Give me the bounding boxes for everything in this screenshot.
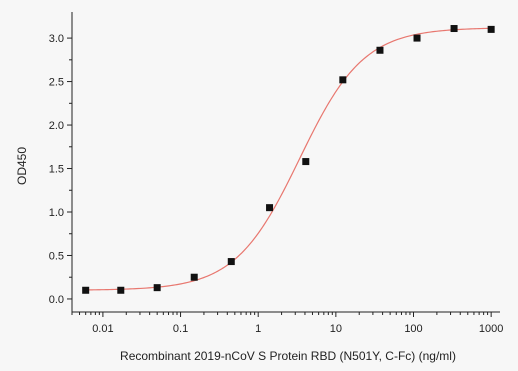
x-tick-label: 0.1: [173, 323, 188, 335]
x-axis-title: Recombinant 2019-nCoV S Protein RBD (N50…: [120, 349, 456, 363]
data-point: [487, 25, 495, 33]
y-tick-label: 2.5: [49, 77, 64, 89]
data-point: [450, 25, 458, 33]
x-tick-label: 100: [404, 323, 422, 335]
data-points: [82, 25, 495, 294]
fit-curve: [85, 27, 492, 291]
y-axis-ticks: 0.0 0.5 1.0 1.5 2.0 2.5 3.0: [49, 33, 72, 306]
data-point: [376, 46, 384, 54]
y-tick-label: 0.0: [49, 294, 64, 306]
y-tick-label: 2.0: [49, 120, 64, 132]
data-point: [82, 286, 90, 294]
plot-frame: [71, 12, 500, 313]
data-point: [266, 204, 274, 212]
x-tick-label: 1: [255, 323, 261, 335]
data-point: [413, 34, 421, 42]
x-tick-label: 0.01: [92, 323, 113, 335]
data-point: [117, 286, 125, 294]
x-tick-label: 10: [330, 323, 342, 335]
data-point: [339, 76, 347, 84]
y-tick-label: 1.0: [49, 207, 64, 219]
y-tick-label: 3.0: [49, 33, 64, 45]
y-axis-title: OD450: [15, 147, 29, 185]
y-tick-label: 0.5: [49, 250, 64, 262]
y-tick-label: 1.5: [49, 164, 64, 176]
data-point: [153, 284, 161, 292]
x-axis-ticks: 0.01 0.1 1 10 100 1000: [71, 312, 503, 335]
data-point: [190, 273, 198, 281]
data-point: [227, 258, 235, 266]
data-point: [302, 158, 310, 166]
x-tick-label: 1000: [479, 323, 503, 335]
